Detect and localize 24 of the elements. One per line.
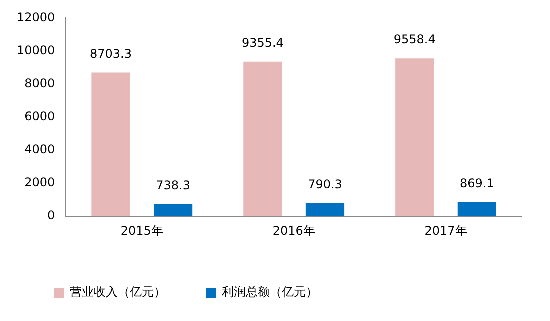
y-tick-label: 12000 <box>16 10 56 24</box>
bar <box>396 58 434 217</box>
y-tick-label: 10000 <box>16 43 56 58</box>
bar <box>154 204 193 217</box>
y-tick-label: 4000 <box>24 142 56 157</box>
bar <box>92 72 130 217</box>
x-tick-label: 2017年 <box>424 224 468 238</box>
y-tick-label: 0 <box>48 208 56 223</box>
bar <box>244 62 282 217</box>
legend-label: 利润总额（亿元） <box>222 285 318 300</box>
x-tick-label: 2015年 <box>120 224 164 238</box>
data-label: 8703.3 <box>90 46 132 61</box>
data-label: 9355.4 <box>242 36 284 50</box>
data-label: 738.3 <box>156 178 190 193</box>
legend-label: 营业收入（亿元） <box>70 285 166 300</box>
y-tick-label: 2000 <box>24 176 56 190</box>
data-label: 9558.4 <box>394 32 436 47</box>
y-tick-label: 6000 <box>24 110 56 124</box>
bar <box>306 204 345 217</box>
data-label: 869.1 <box>460 176 494 190</box>
x-tick-label: 2016年 <box>272 224 316 238</box>
data-label: 790.3 <box>308 178 342 192</box>
bar <box>458 202 496 217</box>
y-tick-label: 8000 <box>24 76 56 90</box>
